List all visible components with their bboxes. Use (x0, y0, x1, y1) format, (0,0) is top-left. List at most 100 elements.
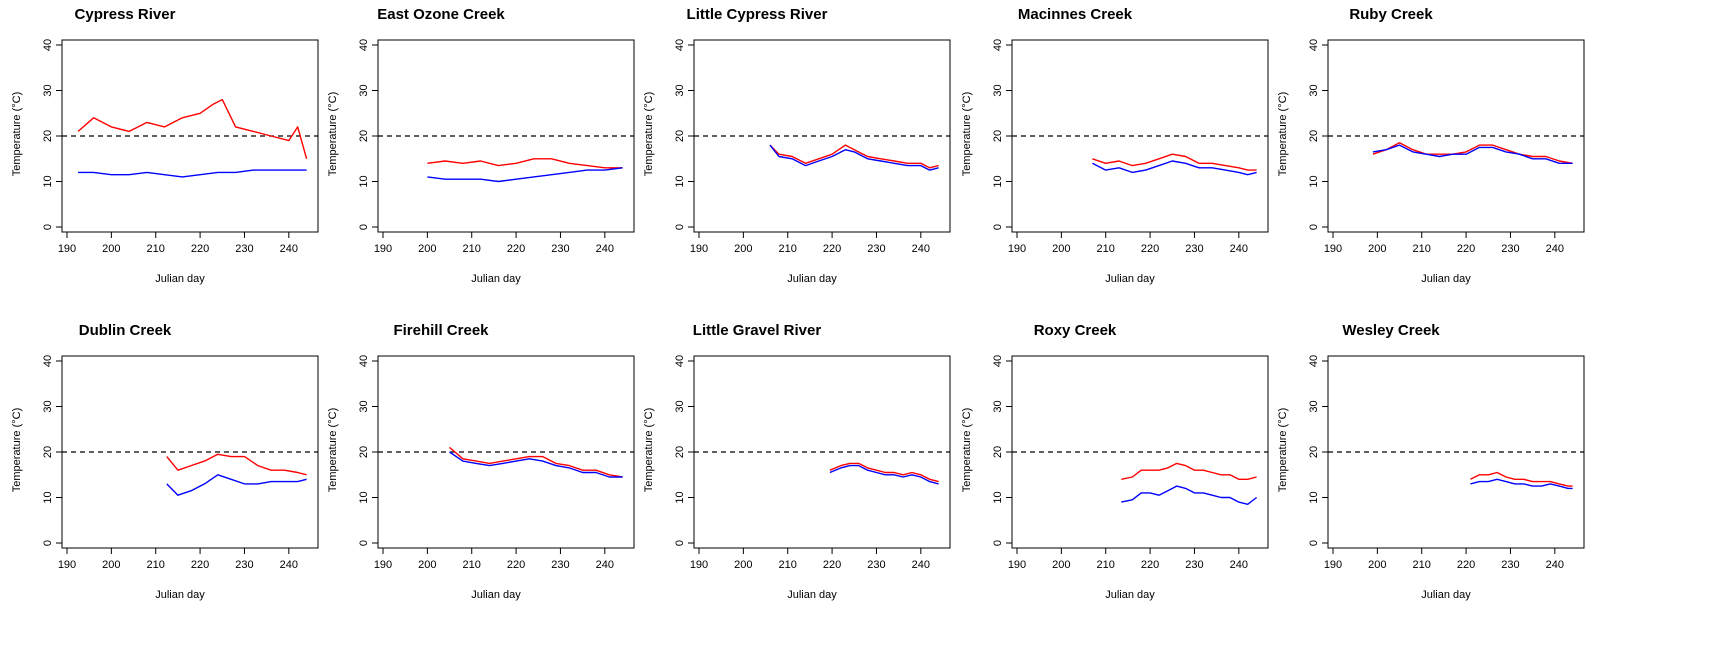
y-tick-label: 20 (1308, 446, 1320, 458)
y-tick-label: 30 (358, 400, 370, 412)
y-tick-label: 0 (42, 540, 54, 546)
y-tick-label: 30 (42, 84, 54, 96)
y-tick-label: 10 (1308, 175, 1320, 187)
x-axis-label: Julian day (471, 273, 521, 285)
y-tick-label: 10 (42, 175, 54, 187)
chart-panel: Dublin Creek 190 200 210 220 230 240 0 10 20 30 40 J… (11, 322, 319, 601)
x-tick-label: 240 (912, 243, 930, 255)
y-tick-label: 40 (1308, 39, 1320, 51)
y-tick-label: 20 (992, 130, 1004, 142)
x-tick-label: 210 (463, 559, 481, 571)
x-tick-label: 230 (1501, 243, 1519, 255)
x-tick-label: 240 (280, 243, 298, 255)
series-line-blue (769, 144, 939, 171)
x-tick-label: 230 (235, 243, 253, 255)
y-tick-label: 10 (358, 175, 370, 187)
y-tick-label: 0 (992, 540, 1004, 546)
y-tick-label: 40 (674, 39, 686, 51)
series-line-red (1092, 153, 1257, 171)
y-tick-label: 10 (42, 491, 54, 503)
series-line-blue (1372, 144, 1573, 165)
x-tick-label: 190 (1324, 559, 1342, 571)
series-line-blue (449, 451, 623, 478)
x-tick-label: 230 (867, 243, 885, 255)
y-tick-label: 30 (674, 400, 686, 412)
x-tick-label: 220 (507, 559, 525, 571)
y-tick-label: 30 (1308, 400, 1320, 412)
series-line-blue (1470, 478, 1573, 490)
chart-panel: Cypress River 190 200 210 220 230 240 0 10 20 30 40… (11, 6, 319, 285)
x-tick-label: 230 (867, 559, 885, 571)
chart-title: Roxy Creek (1034, 322, 1117, 339)
chart-title: Ruby Creek (1349, 6, 1433, 23)
chart-title: East Ozone Creek (377, 6, 505, 23)
x-tick-label: 210 (1413, 559, 1431, 571)
x-axis-label: Julian day (155, 273, 205, 285)
x-tick-label: 240 (1230, 559, 1248, 571)
x-tick-label: 220 (1457, 243, 1475, 255)
y-tick-label: 20 (358, 130, 370, 142)
y-axis-label: Temperature (°C) (643, 92, 655, 176)
chart-title: Dublin Creek (79, 322, 172, 339)
series-line-red (829, 462, 939, 483)
y-tick-label: 0 (42, 224, 54, 230)
x-axis-label: Julian day (1421, 273, 1471, 285)
x-axis-label: Julian day (1105, 589, 1155, 601)
chart-title: Little Cypress River (687, 6, 828, 23)
x-axis-label: Julian day (471, 589, 521, 601)
y-axis-label: Temperature (°C) (1277, 408, 1289, 492)
y-tick-label: 40 (674, 355, 686, 367)
x-tick-label: 210 (1097, 243, 1115, 255)
chart-title: Cypress River (75, 6, 176, 23)
series-line-red (769, 144, 939, 169)
series-line-red (77, 98, 308, 159)
y-tick-label: 20 (674, 130, 686, 142)
x-tick-label: 220 (1141, 559, 1159, 571)
chart-title: Macinnes Creek (1018, 6, 1133, 23)
x-axis-label: Julian day (787, 273, 837, 285)
x-tick-label: 230 (1185, 243, 1203, 255)
x-axis-label: Julian day (155, 589, 205, 601)
x-tick-label: 240 (1546, 243, 1564, 255)
x-tick-label: 190 (58, 243, 76, 255)
x-tick-label: 190 (1008, 559, 1026, 571)
x-tick-label: 200 (418, 559, 436, 571)
x-tick-label: 210 (1097, 559, 1115, 571)
y-tick-label: 0 (358, 540, 370, 546)
x-tick-label: 200 (418, 243, 436, 255)
y-tick-label: 10 (1308, 491, 1320, 503)
y-tick-label: 20 (42, 446, 54, 458)
y-tick-label: 30 (1308, 84, 1320, 96)
x-tick-label: 230 (1501, 559, 1519, 571)
y-tick-label: 10 (992, 175, 1004, 187)
x-tick-label: 200 (734, 559, 752, 571)
y-tick-label: 30 (992, 84, 1004, 96)
x-tick-label: 220 (191, 559, 209, 571)
y-tick-label: 0 (1308, 540, 1320, 546)
y-tick-label: 30 (358, 84, 370, 96)
x-tick-label: 240 (912, 559, 930, 571)
x-tick-label: 220 (823, 243, 841, 255)
x-tick-label: 190 (374, 559, 392, 571)
y-axis-label: Temperature (°C) (11, 92, 23, 176)
x-tick-label: 220 (507, 243, 525, 255)
y-tick-label: 40 (1308, 355, 1320, 367)
y-tick-label: 40 (42, 355, 54, 367)
series-line-blue (1121, 485, 1258, 505)
x-tick-label: 240 (596, 559, 614, 571)
y-axis-label: Temperature (°C) (11, 408, 23, 492)
y-axis-label: Temperature (°C) (1277, 92, 1289, 176)
y-tick-label: 20 (1308, 130, 1320, 142)
y-tick-label: 0 (992, 224, 1004, 230)
y-tick-label: 10 (992, 491, 1004, 503)
series-line-red (1121, 462, 1257, 480)
series-line-red (1470, 471, 1573, 487)
x-axis-label: Julian day (787, 589, 837, 601)
x-tick-label: 190 (690, 243, 708, 255)
y-tick-label: 0 (674, 224, 686, 230)
y-axis-label: Temperature (°C) (961, 92, 973, 176)
chart-panel: Macinnes Creek 190 200 210 220 230 240 0 10 20 30 4… (961, 6, 1269, 285)
chart-title: Wesley Creek (1342, 322, 1440, 339)
chart-panel: Ruby Creek 190 200 210 220 230 240 0 10 20 30 40 Jul… (1277, 6, 1585, 285)
